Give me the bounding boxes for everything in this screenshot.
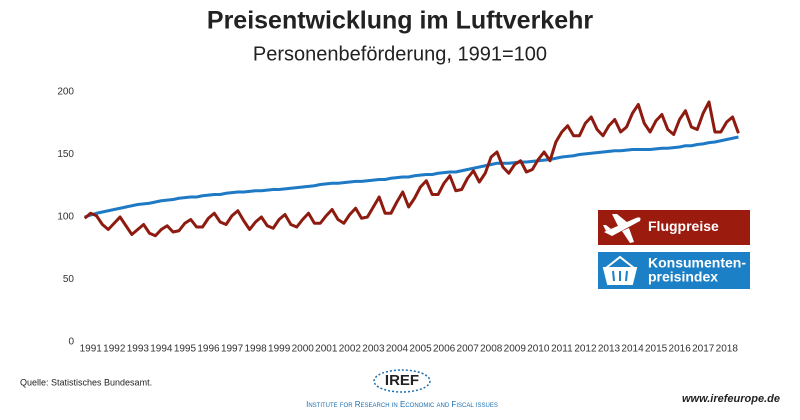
x-tick-label: 2016: [669, 344, 692, 355]
plot-area: 0 50 100 150 200 1991 1992 1993 1994 1995 1996 1997…: [57, 87, 740, 355]
x-tick-label: 2000: [292, 344, 315, 355]
legend-label: Konsumenten-preisindex: [648, 254, 746, 284]
chart-subtitle: Personenbeförderung, 1991=100: [253, 43, 547, 65]
x-tick-label: 1999: [268, 344, 291, 355]
x-tick-label: 1996: [197, 344, 220, 355]
y-tick-label: 100: [57, 212, 74, 223]
legend-label: Flugpreise: [648, 218, 719, 234]
x-tick-label: 2006: [433, 344, 456, 355]
x-tick-label: 1992: [103, 344, 126, 355]
plane-icon: [603, 214, 641, 243]
x-tick-label: 2013: [598, 344, 621, 355]
y-tick-label: 50: [63, 274, 75, 285]
x-tick-label: 2002: [339, 344, 362, 355]
x-tick-label: 2014: [621, 344, 644, 355]
logo-text: IREF: [385, 372, 419, 389]
x-tick-label: 2018: [716, 344, 739, 355]
basket-icon: [602, 255, 638, 285]
x-tick-label: 1998: [244, 344, 267, 355]
data-line: [83, 100, 740, 238]
x-tick-label: 1995: [174, 344, 197, 355]
data-line: [84, 135, 739, 219]
legend: Flugpreise Konsumenten-preisindex: [598, 210, 750, 289]
x-tick-label: 2007: [457, 344, 480, 355]
source-note: Quelle: Statistisches Bundesamt.: [20, 377, 152, 387]
x-tick-label: 2010: [527, 344, 550, 355]
chart-title: Preisentwicklung im Luftverkehr: [207, 7, 593, 35]
x-tick-label: 2003: [362, 344, 385, 355]
x-tick-label: 2009: [504, 344, 527, 355]
x-tick-label: 2017: [692, 344, 715, 355]
x-tick-label: 1997: [221, 344, 244, 355]
x-tick-label: 2001: [315, 344, 338, 355]
y-tick-label: 150: [57, 149, 74, 160]
y-tick-label: 200: [57, 87, 74, 98]
x-tick-label: 2008: [480, 344, 503, 355]
x-tick-label: 2012: [574, 344, 597, 355]
y-tick-label: 0: [68, 337, 74, 348]
x-tick-label: 2015: [645, 344, 668, 355]
logo-tagline: Institute for Research in Economic and F…: [306, 400, 498, 409]
x-tick-label: 1991: [80, 344, 103, 355]
x-tick-label: 1993: [127, 344, 150, 355]
x-tick-label: 2011: [551, 344, 573, 355]
x-tick-label: 1994: [150, 344, 173, 355]
x-tick-label: 2005: [409, 344, 432, 355]
source-url: www.irefeurope.de: [682, 393, 780, 405]
logo: IREF Institute for Research in Economic …: [306, 369, 498, 409]
x-tick-label: 2004: [386, 344, 409, 355]
